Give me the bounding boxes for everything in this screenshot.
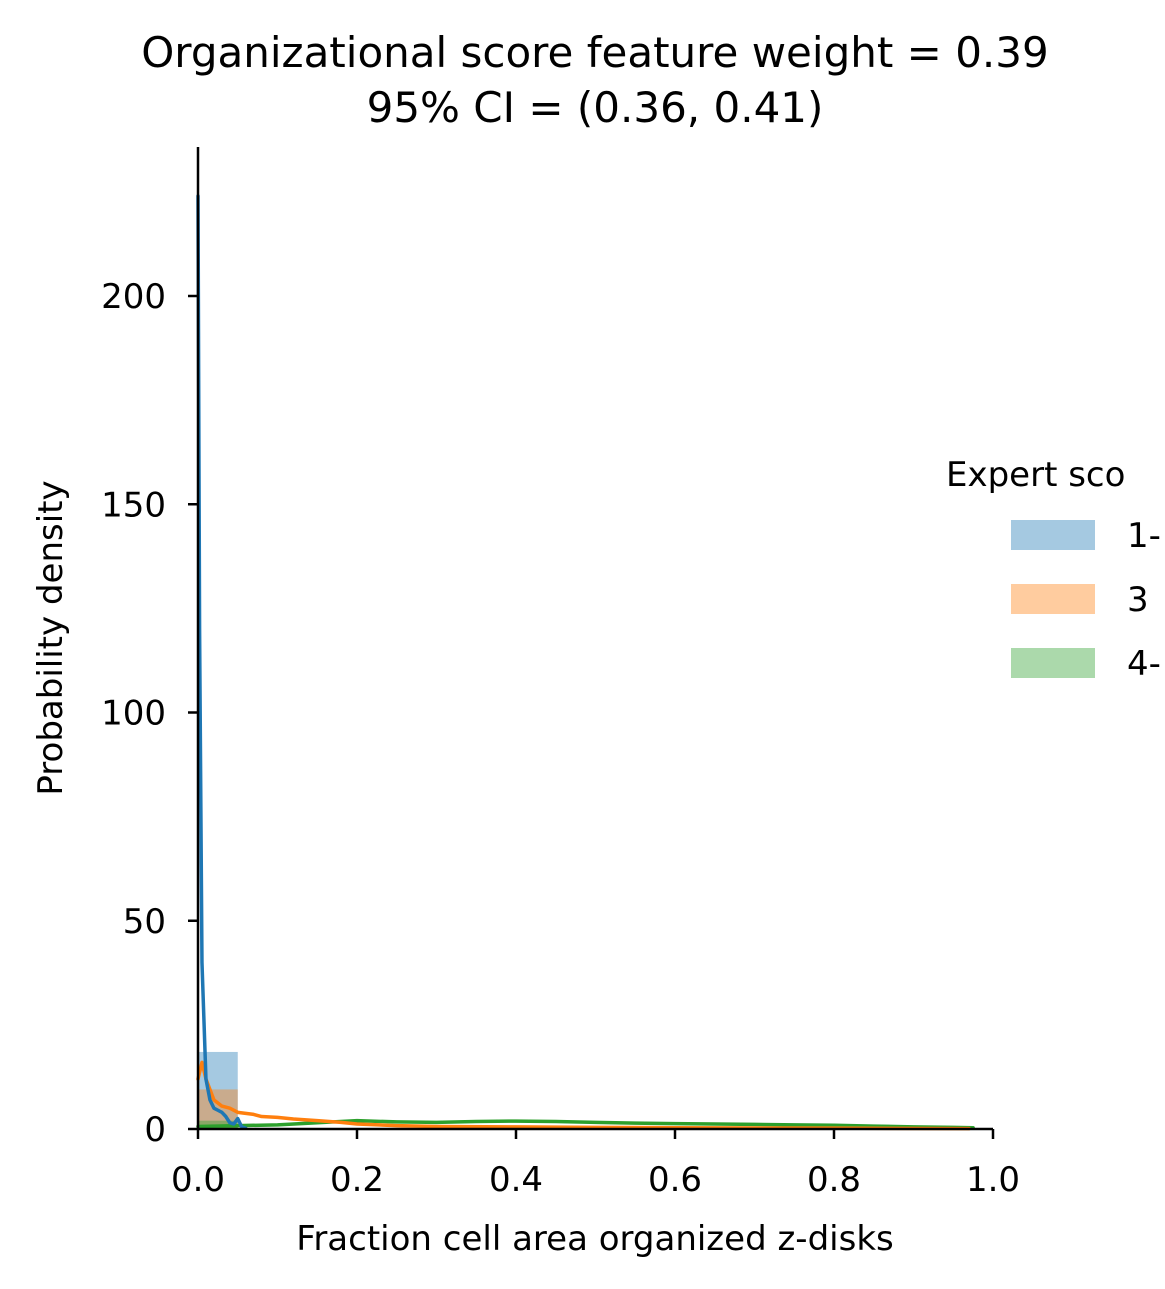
legend-swatch: [1011, 648, 1095, 678]
legend-title: Expert sco: [946, 455, 1125, 495]
plot-area: [196, 194, 975, 1131]
x-tick-label: 1.0: [966, 1160, 1020, 1200]
kde-line-series-2: [196, 1060, 971, 1131]
y-ticks: 0 50 100 150 200: [101, 277, 198, 1150]
x-tick-label: 0.6: [648, 1160, 702, 1200]
legend-swatch: [1011, 584, 1095, 614]
x-axis-label: Fraction cell area organized z-disks: [296, 1219, 893, 1259]
chart-title: Organizational score feature weight = 0.…: [141, 28, 1048, 77]
x-tick-label: 0.0: [171, 1160, 225, 1200]
chart-subtitle: 95% CI = (0.36, 0.41): [367, 83, 824, 132]
legend-entries: 1- 3 4-: [1011, 516, 1161, 684]
legend-label: 4-: [1127, 644, 1161, 684]
legend-label: 3: [1127, 580, 1149, 620]
legend-swatch: [1011, 520, 1095, 550]
x-tick-label: 0.2: [330, 1160, 384, 1200]
y-tick-label: 0: [144, 1110, 166, 1150]
x-tick-label: 0.8: [807, 1160, 861, 1200]
x-ticks: 0.0 0.2 0.4 0.6 0.8 1.0: [171, 1129, 1020, 1200]
y-tick-label: 200: [101, 277, 166, 317]
y-axis-label: Probability density: [31, 480, 71, 795]
y-tick-label: 100: [101, 694, 166, 734]
x-tick-label: 0.4: [489, 1160, 543, 1200]
kde-line-series-1: [196, 194, 248, 1130]
legend-label: 1-: [1127, 516, 1161, 556]
y-tick-label: 150: [101, 485, 166, 525]
legend: Expert sco 1- 3 4-: [946, 455, 1161, 684]
y-tick-label: 50: [123, 902, 166, 942]
